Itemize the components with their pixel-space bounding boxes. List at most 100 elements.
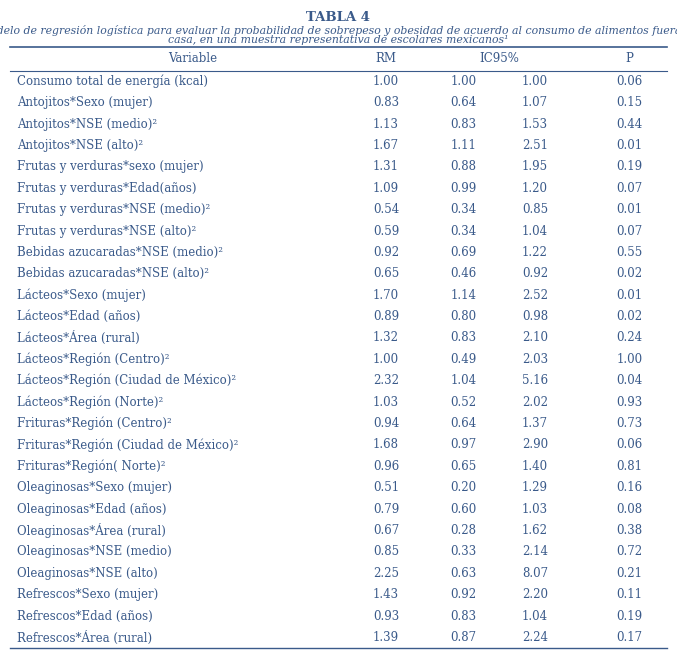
Text: Lácteos*Sexo (mujer): Lácteos*Sexo (mujer) <box>17 289 146 302</box>
Text: 1.67: 1.67 <box>373 139 399 152</box>
Text: Antojitos*NSE (medio)²: Antojitos*NSE (medio)² <box>17 117 157 131</box>
Text: 1.14: 1.14 <box>451 289 477 302</box>
Text: Modelo de regresión logística para evaluar la probabilidad de sobrepeso y obesid: Modelo de regresión logística para evalu… <box>0 25 677 36</box>
Text: 0.02: 0.02 <box>617 267 642 280</box>
Text: 0.06: 0.06 <box>617 438 642 451</box>
Text: 2.25: 2.25 <box>373 567 399 580</box>
Text: 0.49: 0.49 <box>451 353 477 366</box>
Text: 0.98: 0.98 <box>522 310 548 323</box>
Text: 0.52: 0.52 <box>451 396 477 409</box>
Text: 0.54: 0.54 <box>373 203 399 216</box>
Text: 0.65: 0.65 <box>373 267 399 280</box>
Text: 1.53: 1.53 <box>522 117 548 131</box>
Text: Frituras*Región( Norte)²: Frituras*Región( Norte)² <box>17 460 165 473</box>
Text: Antojitos*NSE (alto)²: Antojitos*NSE (alto)² <box>17 139 143 152</box>
Text: 0.55: 0.55 <box>617 246 642 259</box>
Text: 1.70: 1.70 <box>373 289 399 302</box>
Text: 8.07: 8.07 <box>522 567 548 580</box>
Text: 1.00: 1.00 <box>522 75 548 88</box>
Text: Refrescos*Sexo (mujer): Refrescos*Sexo (mujer) <box>17 588 158 601</box>
Text: 0.04: 0.04 <box>617 375 642 387</box>
Text: 0.85: 0.85 <box>522 203 548 216</box>
Text: 0.28: 0.28 <box>451 524 477 537</box>
Text: Oleaginosas*Edad (años): Oleaginosas*Edad (años) <box>17 502 167 516</box>
Text: 0.83: 0.83 <box>451 609 477 623</box>
Text: IC95%: IC95% <box>479 52 519 66</box>
Text: 1.31: 1.31 <box>373 160 399 173</box>
Text: 1.00: 1.00 <box>451 75 477 88</box>
Text: Frituras*Región (Centro)²: Frituras*Región (Centro)² <box>17 417 172 430</box>
Text: 0.34: 0.34 <box>451 224 477 237</box>
Text: 0.33: 0.33 <box>451 545 477 558</box>
Text: 0.01: 0.01 <box>617 203 642 216</box>
Text: 0.60: 0.60 <box>451 502 477 516</box>
Text: 0.87: 0.87 <box>451 631 477 644</box>
Text: 0.08: 0.08 <box>617 502 642 516</box>
Text: Lácteos*Región (Ciudad de México)²: Lácteos*Región (Ciudad de México)² <box>17 374 236 388</box>
Text: Bebidas azucaradas*NSE (medio)²: Bebidas azucaradas*NSE (medio)² <box>17 246 223 259</box>
Text: RM: RM <box>375 52 397 66</box>
Text: 1.62: 1.62 <box>522 524 548 537</box>
Text: 0.19: 0.19 <box>617 160 642 173</box>
Text: casa, en una muestra representativa de escolares mexicanos¹: casa, en una muestra representativa de e… <box>169 35 508 45</box>
Text: 1.22: 1.22 <box>522 246 548 259</box>
Text: 1.03: 1.03 <box>373 396 399 409</box>
Text: 0.83: 0.83 <box>451 117 477 131</box>
Text: 1.43: 1.43 <box>373 588 399 601</box>
Text: 0.07: 0.07 <box>617 182 642 195</box>
Text: 2.32: 2.32 <box>373 375 399 387</box>
Text: Frutas y verduras*Edad(años): Frutas y verduras*Edad(años) <box>17 182 196 195</box>
Text: 0.06: 0.06 <box>617 75 642 88</box>
Text: 0.11: 0.11 <box>617 588 642 601</box>
Text: 0.79: 0.79 <box>373 502 399 516</box>
Text: 2.10: 2.10 <box>522 331 548 344</box>
Text: 1.00: 1.00 <box>373 353 399 366</box>
Text: 2.20: 2.20 <box>522 588 548 601</box>
Text: 2.03: 2.03 <box>522 353 548 366</box>
Text: 1.03: 1.03 <box>522 502 548 516</box>
Text: 0.69: 0.69 <box>451 246 477 259</box>
Text: 0.34: 0.34 <box>451 203 477 216</box>
Text: 0.83: 0.83 <box>373 96 399 109</box>
Text: 0.93: 0.93 <box>373 609 399 623</box>
Text: 1.40: 1.40 <box>522 460 548 473</box>
Text: 1.09: 1.09 <box>373 182 399 195</box>
Text: 1.39: 1.39 <box>373 631 399 644</box>
Text: Lácteos*Edad (años): Lácteos*Edad (años) <box>17 310 140 323</box>
Text: Refrescos*Edad (años): Refrescos*Edad (años) <box>17 609 153 623</box>
Text: 2.24: 2.24 <box>522 631 548 644</box>
Text: 2.02: 2.02 <box>522 396 548 409</box>
Text: 0.01: 0.01 <box>617 289 642 302</box>
Text: Lácteos*Región (Centro)²: Lácteos*Región (Centro)² <box>17 353 169 366</box>
Text: 1.37: 1.37 <box>522 417 548 430</box>
Text: 0.19: 0.19 <box>617 609 642 623</box>
Text: 0.64: 0.64 <box>451 417 477 430</box>
Text: 0.92: 0.92 <box>522 267 548 280</box>
Text: 0.44: 0.44 <box>617 117 642 131</box>
Text: 0.16: 0.16 <box>617 482 642 494</box>
Text: 0.38: 0.38 <box>617 524 642 537</box>
Text: 1.95: 1.95 <box>522 160 548 173</box>
Text: 0.92: 0.92 <box>451 588 477 601</box>
Text: 1.04: 1.04 <box>522 224 548 237</box>
Text: Consumo total de energía (kcal): Consumo total de energía (kcal) <box>17 75 208 88</box>
Text: 0.81: 0.81 <box>617 460 642 473</box>
Text: Lácteos*Región (Norte)²: Lácteos*Región (Norte)² <box>17 396 163 409</box>
Text: Variable: Variable <box>169 52 217 66</box>
Text: 2.14: 2.14 <box>522 545 548 558</box>
Text: 0.97: 0.97 <box>451 438 477 451</box>
Text: P: P <box>626 52 634 66</box>
Text: Lácteos*Área (rural): Lácteos*Área (rural) <box>17 331 139 345</box>
Text: Frutas y verduras*sexo (mujer): Frutas y verduras*sexo (mujer) <box>17 160 204 173</box>
Text: 1.04: 1.04 <box>451 375 477 387</box>
Text: 1.07: 1.07 <box>522 96 548 109</box>
Text: Refrescos*Área (rural): Refrescos*Área (rural) <box>17 630 152 644</box>
Text: 0.89: 0.89 <box>373 310 399 323</box>
Text: Oleaginosas*NSE (medio): Oleaginosas*NSE (medio) <box>17 545 172 558</box>
Text: Bebidas azucaradas*NSE (alto)²: Bebidas azucaradas*NSE (alto)² <box>17 267 209 280</box>
Text: 0.85: 0.85 <box>373 545 399 558</box>
Text: 2.52: 2.52 <box>522 289 548 302</box>
Text: 0.07: 0.07 <box>617 224 642 237</box>
Text: 0.83: 0.83 <box>451 331 477 344</box>
Text: 1.32: 1.32 <box>373 331 399 344</box>
